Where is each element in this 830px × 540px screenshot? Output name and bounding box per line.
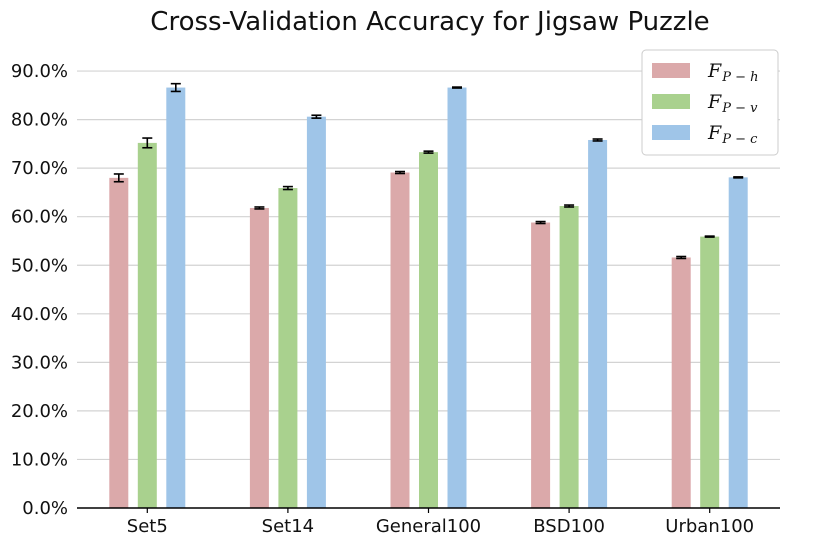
y-tick-label: 20.0% [11,401,68,422]
bar [249,207,269,508]
legend-swatch [652,125,690,140]
bar [306,116,326,508]
y-tick-label: 90.0% [11,61,68,82]
x-tick-label: Set5 [127,516,168,537]
bar [671,257,691,508]
y-tick-label: 50.0% [11,255,68,276]
bar [390,172,410,508]
bar [109,177,129,509]
bar [531,222,551,508]
legend-swatch [652,94,690,109]
x-axis-ticks: Set5 Set14 General100 BSD100 Urban100 [127,508,754,537]
bar [419,152,438,509]
y-tick-label: 10.0% [11,449,68,470]
y-tick-label: 0.0% [22,498,68,519]
bars [109,87,748,509]
x-tick-label: Urban100 [665,516,754,537]
y-tick-label: 70.0% [11,158,68,179]
x-tick-label: BSD100 [533,516,605,537]
bar [137,142,157,509]
y-tick-label: 30.0% [11,352,68,373]
x-tick-label: General100 [376,516,481,537]
bar [588,139,608,508]
y-tick-label: 80.0% [11,110,68,131]
error-bars [113,82,744,260]
bar [700,236,720,508]
y-tick-label: 60.0% [11,207,68,228]
bar [278,188,298,509]
chart-title: Cross-Validation Accuracy for Jigsaw Puz… [150,7,709,37]
x-tick-label: Set14 [262,516,314,537]
bar [166,87,186,508]
bar [728,177,748,508]
legend-swatch [652,63,690,78]
bar [447,87,467,508]
bar [559,206,579,509]
y-axis-ticks: 0.0% 10.0% 20.0% 30.0% 40.0% 50.0% 60.0% 70.0% 8… [11,61,68,519]
legend: FP − hFP − vFP − c [641,49,779,156]
y-tick-label: 40.0% [11,304,68,325]
